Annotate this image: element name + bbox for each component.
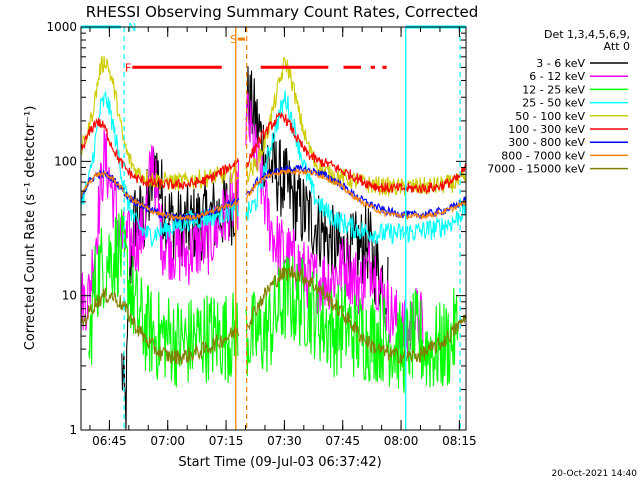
legend-label-6: 100 - 300 keV	[508, 123, 585, 136]
legend-label-2: 6 - 12 keV	[529, 70, 585, 83]
series-line-9-part-1	[81, 287, 240, 365]
timestamp: 20-Oct-2021 14:40	[552, 469, 638, 479]
plot-frame	[80, 26, 467, 431]
x-tick-label: 07:30	[267, 434, 302, 448]
series-line-2-part-1	[81, 129, 240, 331]
legend-header-line-2: Att 0	[604, 40, 630, 53]
series-line-4-part-1	[81, 91, 240, 248]
legend-label-9: 7000 - 15000 keV	[487, 163, 585, 176]
y-tick-label: 1000	[46, 20, 77, 34]
series-layer	[81, 55, 466, 430]
series-line-4-part-2	[245, 90, 466, 245]
series-line-3-part-1	[88, 209, 239, 388]
chart-title: RHESSI Observing Summary Count Rates, Co…	[86, 3, 479, 21]
y-tick-label: 10	[62, 289, 77, 303]
x-tick-label: 08:15	[442, 434, 477, 448]
x-axis: 06:45 07:00 07:15 07:30 07:45 08:00 08:15	[89, 27, 477, 448]
x-tick-label: 07:00	[150, 434, 185, 448]
legend-label-1: 3 - 6 keV	[536, 57, 585, 70]
legend-label-7: 300 - 800 keV	[508, 136, 585, 149]
flag-F-label: F	[125, 61, 131, 74]
legend-header-line-1: Det 1,3,4,5,6,9,	[544, 28, 630, 41]
series-line-8-part-2	[245, 167, 466, 221]
series-line-8-part-1	[81, 171, 240, 222]
series-line-6-part-2	[245, 112, 466, 195]
flag-S-label: S	[230, 33, 237, 46]
y-axis-label: Corrected Count Rate (s⁻¹ detector⁻¹)	[23, 106, 38, 351]
legend-label-4: 25 - 50 keV	[522, 97, 585, 110]
y-axis: 1 10 100 1000	[46, 20, 466, 437]
x-tick-label: 07:45	[325, 434, 360, 448]
series-line-1-part-1	[121, 148, 239, 430]
series-line-2-part-2	[245, 92, 424, 358]
series-line-3-part-2	[245, 256, 459, 393]
series-line-6-part-1	[81, 117, 240, 190]
legend-label-5: 50 - 100 keV	[515, 110, 585, 123]
series-line-7-part-1	[81, 169, 240, 223]
flag-F: F	[125, 61, 387, 74]
x-tick-label: 08:00	[384, 434, 419, 448]
y-tick-label: 1	[69, 423, 77, 437]
flag-S: S	[230, 27, 248, 430]
series-line-9-part-2	[245, 265, 466, 365]
series-line-5-part-2	[245, 56, 466, 197]
legend-label-3: 12 - 25 keV	[522, 83, 585, 96]
legend-label-8: 800 - 7000 keV	[501, 149, 585, 162]
y-tick-label: 100	[54, 154, 77, 168]
series-line-5-part-1	[81, 55, 239, 191]
x-axis-label: Start Time (09-Jul-03 06:37:42)	[178, 455, 381, 470]
x-tick-label: 06:45	[92, 434, 127, 448]
x-tick-label: 07:15	[209, 434, 244, 448]
